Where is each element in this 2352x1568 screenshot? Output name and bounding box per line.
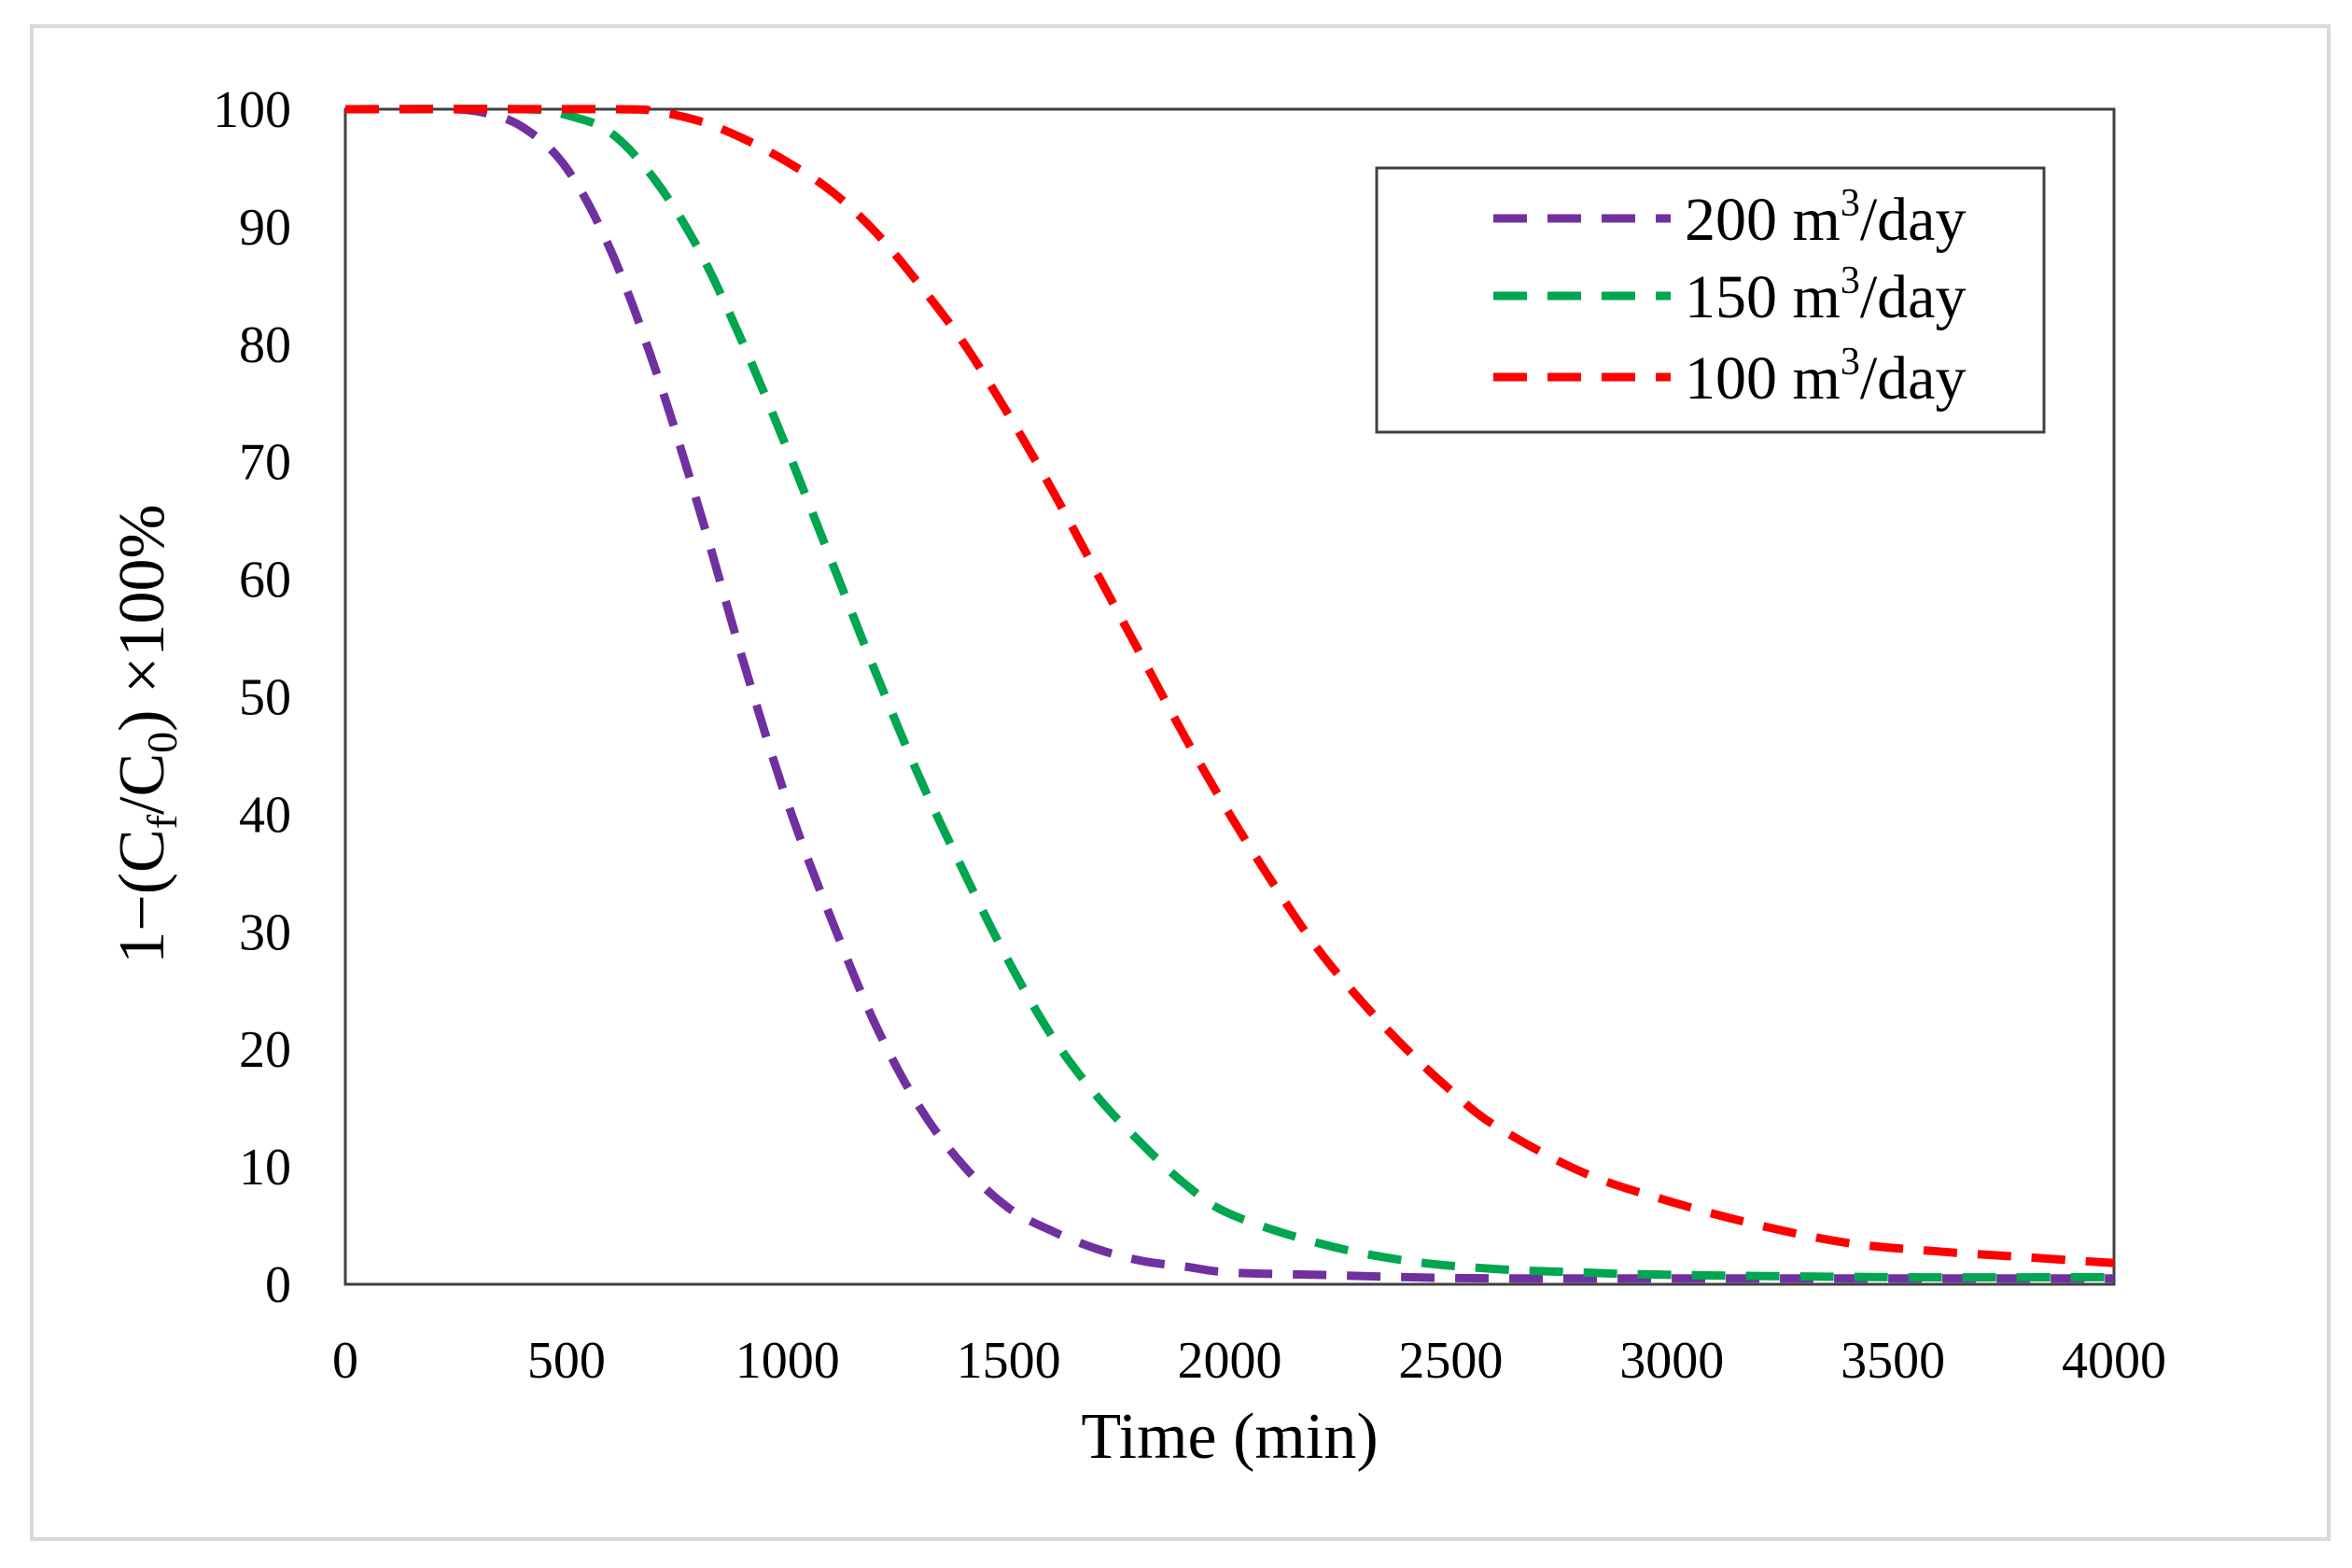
y-tick-label: 40 (239, 786, 291, 844)
y-tick-label: 50 (239, 669, 291, 727)
y-tick-label: 10 (239, 1139, 291, 1197)
series-layer (344, 105, 2115, 1283)
y-tick-label: 70 (239, 434, 291, 492)
y-tick-label: 60 (239, 552, 291, 609)
y-axis-title-sub-0: 0 (138, 732, 186, 753)
x-tick-label: 500 (527, 1332, 606, 1390)
y-tick-label: 100 (213, 81, 291, 139)
x-tick-label: 3500 (1841, 1332, 1945, 1390)
y-tick-label: 90 (239, 199, 291, 257)
y-tick-label: 80 (239, 316, 291, 374)
x-tick-label: 1000 (735, 1332, 840, 1390)
x-tick-label: 4000 (2062, 1332, 2166, 1390)
x-tick-label: 3000 (1619, 1332, 1724, 1390)
y-axis-title-sub-f: f (138, 814, 186, 829)
series-line-0 (344, 105, 2114, 1283)
y-axis-title: 1−(Cf/C0) ×100% (106, 504, 186, 964)
legend-box (1375, 166, 2046, 434)
x-tick-label: 0 (332, 1332, 358, 1390)
x-tick-label: 2500 (1398, 1332, 1503, 1390)
legend-label-1: 150 m3/day (1685, 259, 1966, 331)
legend-label-0: 200 m3/day (1685, 182, 1966, 254)
y-tick-label: 20 (239, 1021, 291, 1079)
y-tick-label: 0 (265, 1256, 291, 1314)
y-axis-title-prefix: 1−(C (106, 829, 178, 963)
x-tick-label: 1500 (957, 1332, 1061, 1390)
series-line-1 (344, 105, 2115, 1282)
y-tick-labels: 0 10 20 30 40 50 60 70 80 90 100 (213, 81, 291, 1314)
legend-label-2: 100 m3/day (1685, 341, 1966, 413)
y-tick-label: 30 (239, 903, 291, 961)
y-axis-title-suffix: ) ×100% (106, 504, 178, 732)
plot-area (343, 107, 2116, 1286)
series-line-2 (344, 105, 2115, 1267)
x-tick-labels: 0 500 1000 1500 2000 2500 3000 3500 4000 (332, 1332, 2166, 1390)
x-axis-title: Time (min) (1081, 1401, 1378, 1473)
x-tick-label: 2000 (1178, 1332, 1282, 1390)
y-axis-title-mid: /C (106, 753, 178, 815)
